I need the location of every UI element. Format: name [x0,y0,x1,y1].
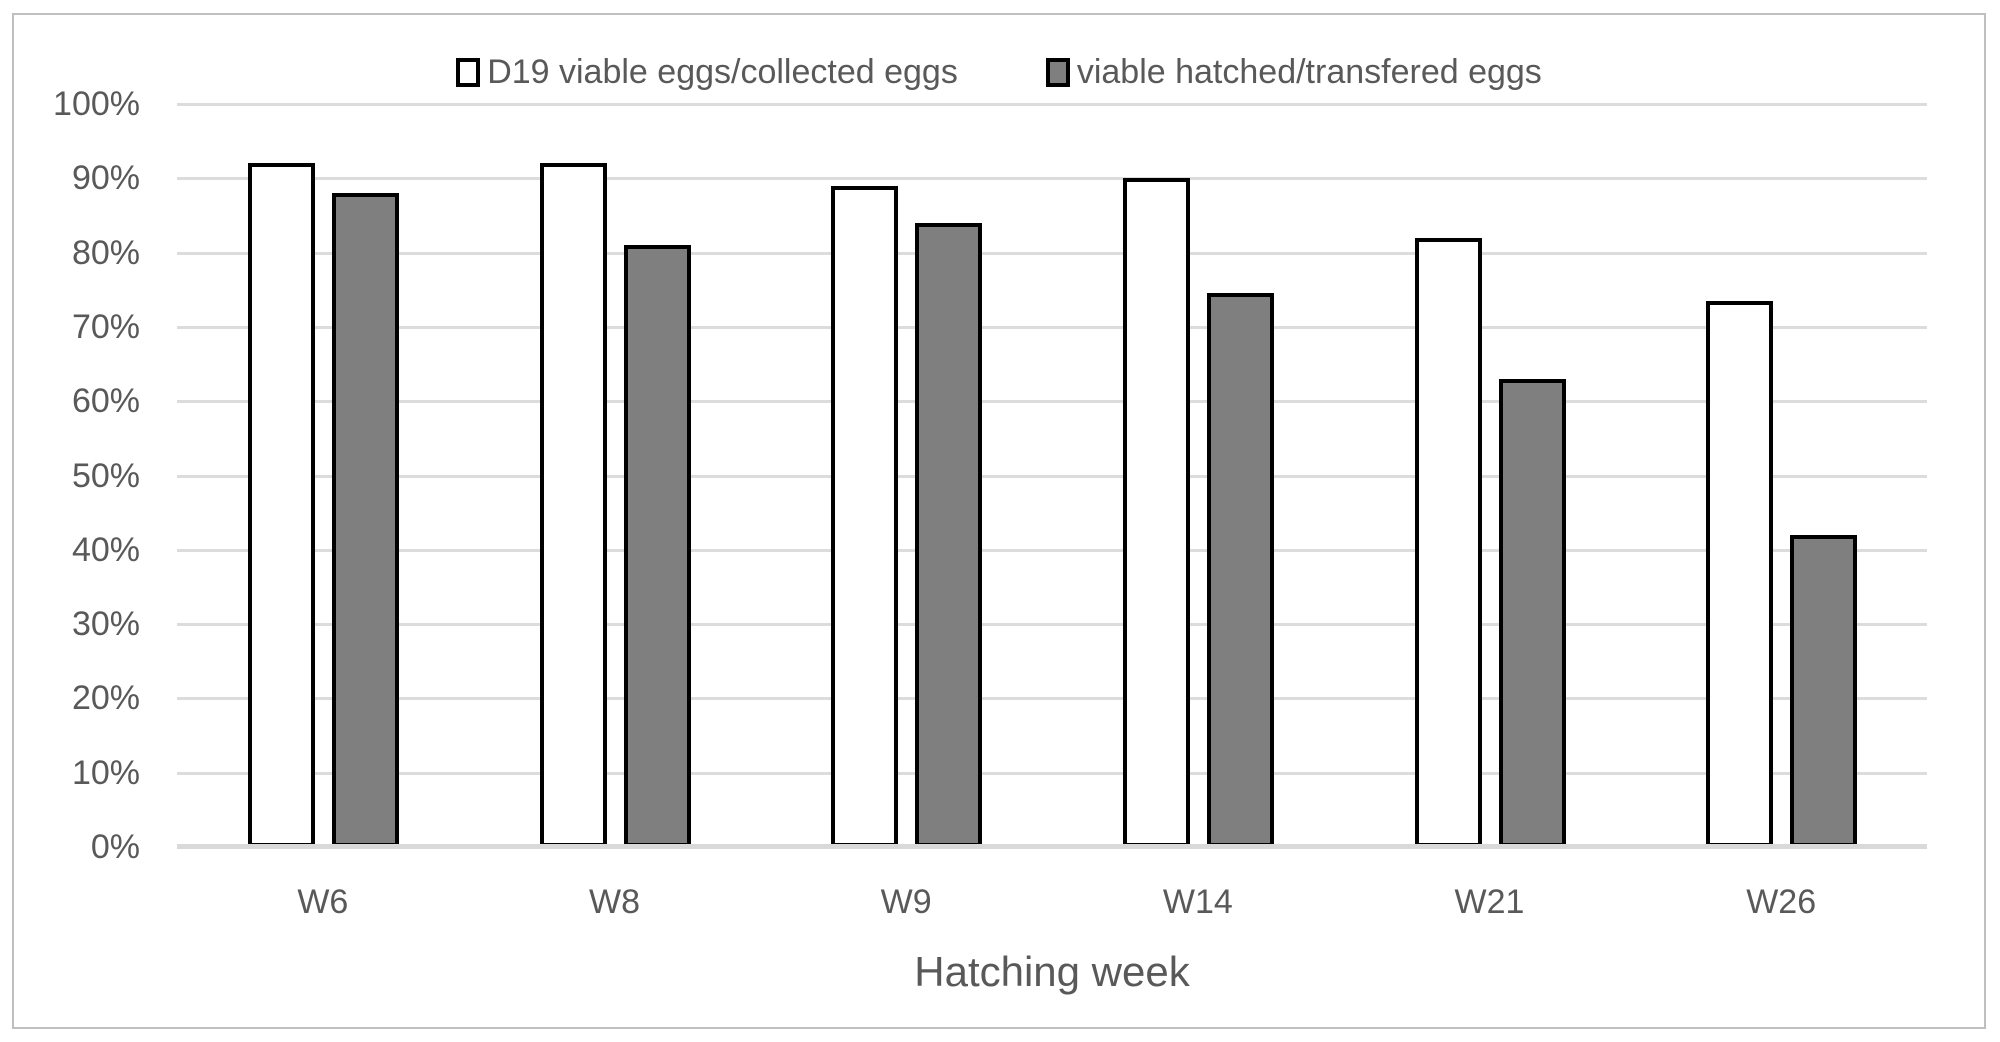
gridline-100 [177,103,1927,106]
legend-label-series1: D19 viable eggs/collected eggs [487,53,958,91]
x-axis-tick-label-w21: W21 [1454,883,1525,921]
chart-frame: D19 viable eggs/collected eggs viable ha… [12,13,1986,1029]
gridline-90 [177,177,1927,181]
gridline-70 [177,325,1927,329]
gridline-30 [177,623,1927,627]
x-axis-tick-label-w26: W26 [1746,883,1817,921]
y-axis-tick-label-0: 0% [90,828,140,866]
bar-series2-w6 [331,193,399,847]
x-axis-tick-label-w6: W6 [297,883,349,921]
y-axis-tick-label-30: 30% [71,605,140,644]
bar-series2-w8 [623,245,691,847]
chart-legend: D19 viable eggs/collected eggs viable ha… [14,53,1984,92]
legend-item-series1: D19 viable eggs/collected eggs [456,53,958,92]
x-axis-tick-label-w9: W9 [880,883,932,921]
x-axis-tick-label-w8: W8 [589,883,640,921]
y-axis-tick-label-60: 60% [71,382,140,421]
plot-area [177,103,1927,849]
bar-series1-w26 [1706,300,1774,847]
gridline-40 [177,548,1927,552]
y-axis-tick-label-20: 20% [71,679,140,718]
bar-series2-w26 [1790,534,1858,847]
bar-series2-w14 [1206,293,1274,847]
legend-label-series2: viable hatched/transfered eggs [1076,53,1542,91]
bar-series1-w9 [831,185,899,847]
y-axis-tick-label-40: 40% [71,530,140,569]
x-axis-tick-label-w14: W14 [1162,883,1233,921]
x-axis-title: Hatching week [914,948,1190,995]
y-axis-tick-label-70: 70% [71,307,140,346]
legend-item-series2: viable hatched/transfered eggs [1045,53,1542,92]
bar-series2-w9 [915,222,983,847]
y-axis-tick-label-100: 100% [53,85,140,123]
gridline-10 [177,771,1927,775]
y-axis-tick-label-10: 10% [71,753,140,792]
y-axis-tick-label-90: 90% [71,159,140,198]
gridline-50 [177,474,1927,478]
gridline-60 [177,400,1927,404]
y-axis-tick-label-50: 50% [71,456,140,495]
y-axis-tick-label-80: 80% [71,233,140,272]
bar-series2-w21 [1498,378,1566,847]
bar-series1-w14 [1122,178,1190,847]
bar-series1-w8 [539,163,607,847]
gridline-80 [177,251,1927,255]
gridline-20 [177,697,1927,701]
bar-series1-w6 [247,163,315,847]
bar-series1-w21 [1414,237,1482,847]
x-axis-line [177,844,1927,849]
legend-swatch-series2-icon [1045,58,1070,87]
legend-swatch-series1-icon [456,58,481,87]
